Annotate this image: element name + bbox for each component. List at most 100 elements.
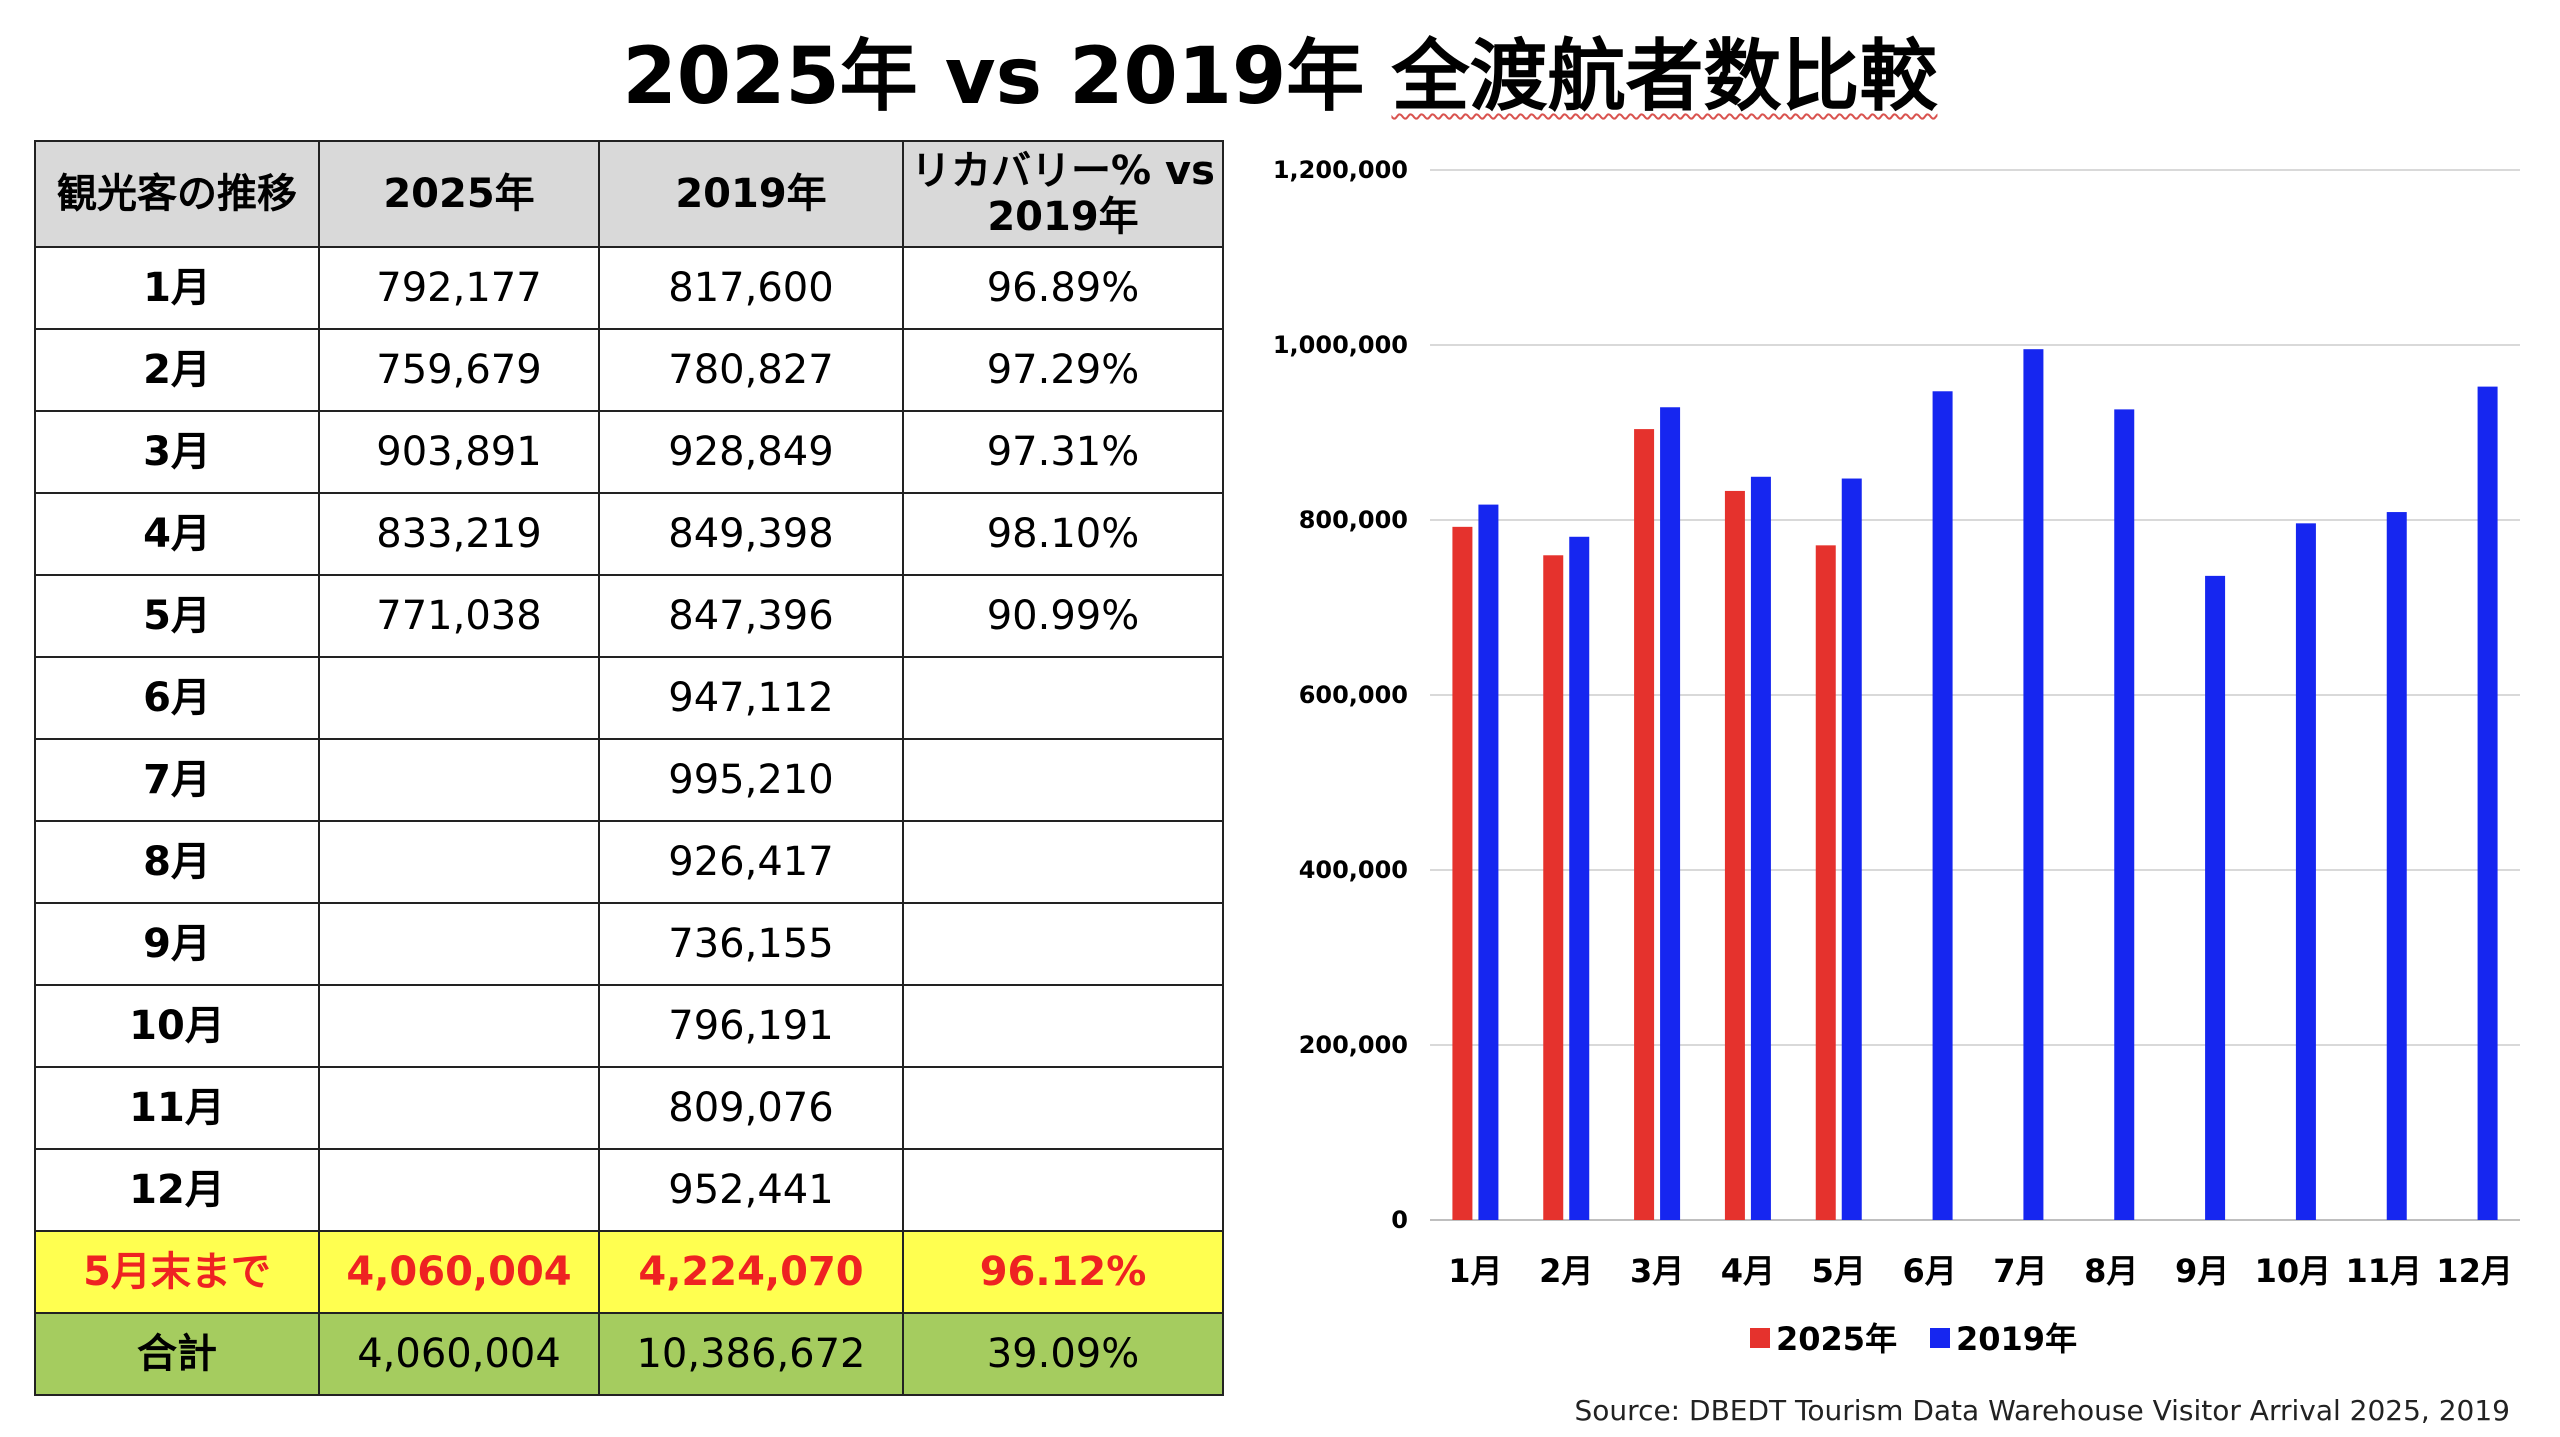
month-cell: 8月 (34, 820, 320, 904)
recovery-cell (902, 1066, 1224, 1150)
total-recovery: 39.09% (902, 1312, 1224, 1396)
value-2019-cell: 780,827 (598, 328, 904, 412)
x-tick-label: 9月 (2175, 1252, 2229, 1290)
x-tick-label: 2月 (1539, 1252, 1593, 1290)
bar-2019年-9月 (2205, 575, 2226, 1220)
total-row: 合計 4,060,004 10,386,672 39.09% (34, 1312, 1224, 1396)
value-2019-cell: 736,155 (598, 902, 904, 986)
bar-2019年-6月 (1932, 391, 1953, 1221)
y-tick-label: 1,200,000 (1273, 156, 1408, 184)
table-row: 9月 736,155 (34, 902, 1224, 986)
month-cell: 1月 (34, 246, 320, 330)
header-2019: 2019年 (598, 140, 904, 248)
ytd-2019: 4,224,070 (598, 1230, 904, 1314)
value-2025-cell (318, 902, 600, 986)
x-tick-label: 4月 (1721, 1252, 1775, 1290)
bar-2019年-4月 (1750, 476, 1771, 1221)
table-row: 2月 759,679 780,827 97.29% (34, 328, 1224, 412)
total-2025: 4,060,004 (318, 1312, 600, 1396)
recovery-cell: 98.10% (902, 492, 1224, 576)
bar-2019年-3月 (1660, 407, 1681, 1221)
table-row: 1月 792,177 817,600 96.89% (34, 246, 1224, 330)
table-row: 5月 771,038 847,396 90.99% (34, 574, 1224, 658)
table-row: 7月 995,210 (34, 738, 1224, 822)
y-tick-label: 0 (1391, 1206, 1408, 1234)
x-tick-label: 7月 (1993, 1252, 2047, 1290)
y-tick-label: 1,000,000 (1273, 331, 1408, 359)
value-2019-cell: 947,112 (598, 656, 904, 740)
value-2025-cell: 792,177 (318, 246, 600, 330)
recovery-cell (902, 656, 1224, 740)
value-2025-cell (318, 656, 600, 740)
value-2019-cell: 847,396 (598, 574, 904, 658)
slide-title: 2025年 vs 2019年 全渡航者数比較 (0, 22, 2560, 132)
month-cell: 12月 (34, 1148, 320, 1232)
bar-2025年-1月 (1452, 526, 1473, 1220)
header-2025: 2025年 (318, 140, 600, 248)
x-tick-label: 3月 (1630, 1252, 1684, 1290)
month-cell: 5月 (34, 574, 320, 658)
x-tick-label: 8月 (2084, 1252, 2138, 1290)
ytd-row: 5月末まで 4,060,004 4,224,070 96.12% (34, 1230, 1224, 1314)
legend-label: 2019年 (1956, 1320, 2077, 1358)
value-2019-cell: 928,849 (598, 410, 904, 494)
table-row: 8月 926,417 (34, 820, 1224, 904)
ytd-label: 5月末まで (34, 1230, 320, 1314)
header-month: 観光客の推移 (34, 140, 320, 248)
month-cell: 3月 (34, 410, 320, 494)
value-2019-cell: 952,441 (598, 1148, 904, 1232)
total-label: 合計 (34, 1312, 320, 1396)
recovery-cell (902, 820, 1224, 904)
legend-swatch (1930, 1328, 1950, 1348)
value-2025-cell: 771,038 (318, 574, 600, 658)
table-row: 11月 809,076 (34, 1066, 1224, 1150)
y-tick-label: 400,000 (1299, 856, 1408, 884)
value-2019-cell: 817,600 (598, 246, 904, 330)
recovery-cell (902, 1148, 1224, 1232)
bar-2019年-7月 (2023, 349, 2044, 1220)
bar-2019年-2月 (1569, 536, 1590, 1220)
legend-swatch (1750, 1328, 1770, 1348)
value-2019-cell: 849,398 (598, 492, 904, 576)
month-cell: 2月 (34, 328, 320, 412)
y-tick-label: 200,000 (1299, 1031, 1408, 1059)
recovery-cell: 90.99% (902, 574, 1224, 658)
bar-2019年-1月 (1478, 504, 1499, 1221)
table-row: 3月 903,891 928,849 97.31% (34, 410, 1224, 494)
value-2019-cell: 796,191 (598, 984, 904, 1068)
value-2025-cell (318, 984, 600, 1068)
value-2019-cell: 995,210 (598, 738, 904, 822)
recovery-cell (902, 738, 1224, 822)
header-recovery: リカバリー% vs 2019年 (902, 140, 1224, 248)
table-header-row: 観光客の推移 2025年 2019年 リカバリー% vs 2019年 (34, 140, 1224, 248)
visitor-table: 観光客の推移 2025年 2019年 リカバリー% vs 2019年 1月 792… (34, 140, 1224, 1396)
value-2025-cell (318, 1148, 600, 1232)
y-tick-label: 800,000 (1299, 506, 1408, 534)
x-tick-label: 6月 (1902, 1252, 1956, 1290)
recovery-cell (902, 902, 1224, 986)
month-cell: 6月 (34, 656, 320, 740)
ytd-recovery: 96.12% (902, 1230, 1224, 1314)
legend-label: 2025年 (1776, 1320, 1897, 1358)
x-tick-label: 1月 (1448, 1252, 1502, 1290)
month-cell: 7月 (34, 738, 320, 822)
bar-2019年-12月 (2477, 386, 2498, 1220)
bar-2019年-8月 (2114, 409, 2135, 1220)
bar-chart: 0 200,000 400,000 600,000 800,000 1,000,000 1,… (1273, 156, 2520, 1358)
recovery-cell: 97.29% (902, 328, 1224, 412)
x-tick-label: 10月 (2255, 1252, 2332, 1290)
total-2019: 10,386,672 (598, 1312, 904, 1396)
month-cell: 4月 (34, 492, 320, 576)
bar-2019年-5月 (1841, 478, 1862, 1220)
recovery-cell: 97.31% (902, 410, 1224, 494)
bar-2019年-11月 (2386, 512, 2407, 1220)
x-tick-label: 12月 (2436, 1252, 2513, 1290)
value-2025-cell: 903,891 (318, 410, 600, 494)
value-2019-cell: 809,076 (598, 1066, 904, 1150)
bar-2025年-3月 (1634, 429, 1655, 1221)
table-row: 6月 947,112 (34, 656, 1224, 740)
bar-2019年-10月 (2295, 523, 2316, 1220)
table-row: 4月 833,219 849,398 98.10% (34, 492, 1224, 576)
bar-2025年-2月 (1543, 555, 1564, 1220)
value-2019-cell: 926,417 (598, 820, 904, 904)
